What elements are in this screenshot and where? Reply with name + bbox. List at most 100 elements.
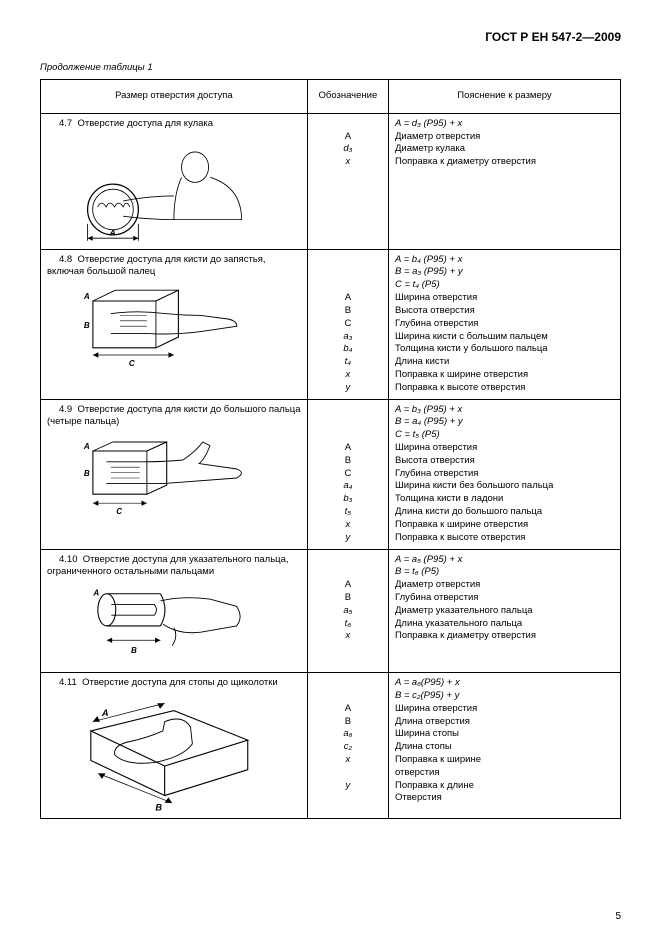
explanation: Глубина отверстия: [395, 592, 614, 605]
row-num: 4.7: [59, 118, 72, 129]
symbol: A: [314, 292, 382, 305]
explanation: Длина указательного пальца: [395, 618, 614, 631]
cell-size: 4.11 Отверстие доступа для стопы до щико…: [41, 673, 308, 819]
explanation: Высота отверстия: [395, 305, 614, 318]
explanation: Диаметр кулака: [395, 143, 614, 156]
svg-text:B: B: [84, 321, 90, 330]
formula: C = t₄ (P5): [395, 279, 614, 292]
table-row: 4.8 Отверстие доступа для кисти до запяс…: [41, 249, 621, 399]
cell-explanation: A = a₅ (P95) + x B = t₆ (P5) Диаметр отв…: [388, 549, 620, 673]
cell-size: 4.8 Отверстие доступа для кисти до запяс…: [41, 249, 308, 399]
table-row: 4.11 Отверстие доступа для стопы до щико…: [41, 673, 621, 819]
formula: A = a₅ (P95) + x: [395, 554, 614, 567]
symbol: A: [314, 703, 382, 716]
explanation: Диаметр отверстия: [395, 131, 614, 144]
explanation: Глубина отверстия: [395, 468, 614, 481]
explanation: Поправка к высоте отверстия: [395, 382, 614, 395]
symbol: t₅: [314, 506, 382, 519]
svg-text:B: B: [155, 802, 162, 812]
svg-text:B: B: [131, 646, 137, 655]
svg-text:C: C: [129, 359, 135, 368]
row-title-text: Отверстие доступа для стопы до щиколотки: [82, 677, 278, 688]
explanation: Высота отверстия: [395, 455, 614, 468]
illustration-hand-wrist: A B C: [47, 283, 301, 373]
explanation: Длина кисти: [395, 356, 614, 369]
row-num: 4.11: [59, 677, 77, 688]
table-continuation-label: Продолжение таблицы 1: [40, 62, 621, 73]
cell-symbols: A B C a₄ b₃ t₅ x y: [307, 399, 388, 549]
formula: B = t₆ (P5): [395, 566, 614, 579]
explanation: Ширина отверстия: [395, 703, 614, 716]
illustration-four-fingers: A B C: [47, 433, 301, 523]
explanation: Длина кисти до большого пальца: [395, 506, 614, 519]
symbol: a₃: [314, 331, 382, 344]
explanation: Отверстия: [395, 792, 614, 805]
cell-explanation: A = b₃ (P95) + x B = a₄ (P95) + y C = t₅…: [388, 399, 620, 549]
explanation: Поправка к ширине: [395, 754, 614, 767]
row-title-text: Отверстие доступа для кисти до запястья,…: [47, 254, 266, 278]
symbol: A: [314, 131, 382, 144]
explanation: Толщина кисти в ладони: [395, 493, 614, 506]
formula: B = a₃ (P95) + y: [395, 266, 614, 279]
symbol: y: [314, 382, 382, 395]
explanation: Ширина кисти без большого пальца: [395, 480, 614, 493]
row-num: 4.9: [59, 404, 72, 415]
formula: B = a₄ (P95) + y: [395, 416, 614, 429]
explanation: Глубина отверстия: [395, 318, 614, 331]
symbol: A: [314, 579, 382, 592]
cell-size: 4.7 Отверстие доступа для кулака: [41, 113, 308, 249]
cell-size: 4.10 Отверстие доступа для указательного…: [41, 549, 308, 673]
page-number: 5: [615, 911, 621, 922]
row-title-text: Отверстие доступа для кисти до большого …: [47, 404, 301, 428]
symbol: b₃: [314, 493, 382, 506]
svg-text:A: A: [101, 708, 109, 718]
cell-explanation: A = d₃ (P95) + x Диаметр отверстия Диаме…: [388, 113, 620, 249]
svg-text:C: C: [116, 507, 122, 516]
symbol: A: [314, 442, 382, 455]
illustration-index-finger: A B: [47, 583, 301, 668]
symbol: B: [314, 592, 382, 605]
cell-symbols: A d₃ x: [307, 113, 388, 249]
symbol: C: [314, 318, 382, 331]
symbol: a₄: [314, 480, 382, 493]
symbol: x: [314, 369, 382, 382]
symbol: x: [314, 630, 382, 643]
row-title-text: Отверстие доступа для кулака: [78, 118, 214, 129]
cell-explanation: A = a₆(P95) + x B = c₂(P95) + y Ширина о…: [388, 673, 620, 819]
explanation: Поправка к диаметру отверстия: [395, 630, 614, 643]
symbol: a₅: [314, 605, 382, 618]
explanation: Поправка к ширине отверстия: [395, 369, 614, 382]
symbol: C: [314, 468, 382, 481]
explanation: Поправка к диаметру отверстия: [395, 156, 614, 169]
explanation: Длина отверстия: [395, 716, 614, 729]
svg-text:A: A: [92, 589, 99, 598]
formula: A = b₃ (P95) + x: [395, 404, 614, 417]
svg-text:A: A: [83, 442, 90, 451]
formula: A = b₄ (P95) + x: [395, 254, 614, 267]
explanation: Ширина стопы: [395, 728, 614, 741]
symbol: x: [314, 519, 382, 532]
formula: A = d₃ (P95) + x: [395, 118, 614, 131]
cell-size: 4.9 Отверстие доступа для кисти до больш…: [41, 399, 308, 549]
col-header-symbol: Обозначение: [307, 80, 388, 114]
symbol: d₃: [314, 143, 382, 156]
symbol: t₆: [314, 618, 382, 631]
cell-symbols: A B a₅ t₆ x: [307, 549, 388, 673]
explanation: Длина стопы: [395, 741, 614, 754]
symbol: B: [314, 305, 382, 318]
explanation: Поправка к ширине отверстия: [395, 519, 614, 532]
formula: C = t₅ (P5): [395, 429, 614, 442]
table-row: 4.7 Отверстие доступа для кулака: [41, 113, 621, 249]
explanation: Толщина кисти у большого пальца: [395, 343, 614, 356]
cell-explanation: A = b₄ (P95) + x B = a₃ (P95) + y C = t₄…: [388, 249, 620, 399]
symbol: a₆: [314, 728, 382, 741]
symbol: t₄: [314, 356, 382, 369]
symbol: x: [314, 754, 382, 767]
col-header-explanation: Пояснение к размеру: [388, 80, 620, 114]
explanation: Диаметр указательного пальца: [395, 605, 614, 618]
row-num: 4.8: [59, 254, 72, 265]
explanation: Поправка к высоте отверстия: [395, 532, 614, 545]
document-header: ГОСТ Р ЕН 547-2—2009: [40, 30, 621, 44]
explanation: Ширина отверстия: [395, 442, 614, 455]
svg-text:A: A: [109, 227, 116, 237]
